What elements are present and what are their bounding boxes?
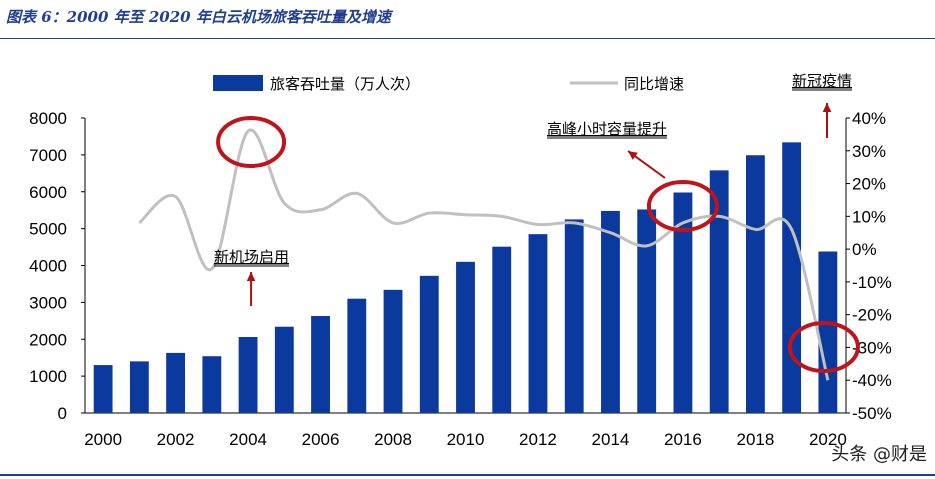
right-tick-label: 10% bbox=[852, 207, 886, 226]
x-tick-label: 2010 bbox=[447, 430, 485, 449]
bottom-rule bbox=[0, 474, 935, 476]
highlight-ellipse-2004 bbox=[216, 116, 287, 168]
bar bbox=[166, 352, 186, 413]
legend-bar-swatch bbox=[213, 75, 263, 91]
left-tick-label: 1000 bbox=[29, 367, 67, 386]
x-tick-label: 2020 bbox=[809, 430, 847, 449]
bar bbox=[601, 210, 620, 413]
legend-bar-label: 旅客吞吐量（万人次） bbox=[270, 75, 420, 93]
x-tick-label: 2016 bbox=[664, 430, 702, 449]
left-tick-label: 2000 bbox=[29, 330, 67, 349]
bar bbox=[238, 337, 258, 413]
right-tick-label: -50% bbox=[852, 404, 892, 423]
bar bbox=[129, 361, 149, 413]
bar bbox=[383, 289, 403, 413]
right-tick-label: -30% bbox=[852, 338, 892, 357]
bar bbox=[347, 298, 367, 413]
bar bbox=[709, 170, 729, 413]
right-tick-label: 0% bbox=[852, 240, 877, 259]
title-rule bbox=[0, 38, 935, 39]
bar bbox=[745, 155, 765, 413]
bar bbox=[637, 209, 657, 413]
left-tick-label: 6000 bbox=[29, 183, 67, 202]
left-tick-label: 8000 bbox=[29, 109, 67, 128]
bar bbox=[93, 365, 113, 413]
bar bbox=[673, 192, 693, 413]
bar bbox=[202, 356, 222, 413]
growth-line bbox=[138, 128, 830, 381]
right-tick-label: -20% bbox=[852, 306, 892, 325]
bar bbox=[782, 142, 802, 413]
right-tick-label: 30% bbox=[852, 142, 886, 161]
x-tick-label: 2000 bbox=[84, 430, 122, 449]
left-tick-label: 3000 bbox=[29, 293, 67, 312]
annotation-2020: 新冠疫情 bbox=[792, 72, 852, 90]
highlight-ellipse-2016 bbox=[646, 180, 719, 232]
left-tick-label: 7000 bbox=[29, 146, 67, 165]
x-tick-label: 2006 bbox=[302, 430, 340, 449]
bar bbox=[818, 251, 838, 413]
arrow-2020-head bbox=[822, 103, 832, 113]
bar bbox=[419, 275, 439, 413]
left-tick-label: 5000 bbox=[29, 220, 67, 239]
figure-title: 图表 6：2000 年至 2020 年白云机场旅客吞吐量及增速 bbox=[6, 8, 391, 26]
left-tick-label: 4000 bbox=[29, 257, 67, 276]
x-tick-label: 2002 bbox=[157, 430, 195, 449]
left-tick-label: 0 bbox=[58, 404, 67, 423]
right-tick-label: -10% bbox=[852, 273, 892, 292]
x-tick-label: 2018 bbox=[736, 430, 774, 449]
bar bbox=[274, 326, 294, 413]
watermark: 头条 @财是 bbox=[831, 444, 927, 465]
right-tick-label: 40% bbox=[852, 109, 886, 128]
right-tick-label: 20% bbox=[852, 175, 886, 194]
x-tick-label: 2014 bbox=[592, 430, 630, 449]
x-tick-label: 2004 bbox=[229, 430, 267, 449]
bar bbox=[528, 234, 548, 413]
annotation-2004: 新机场启用 bbox=[214, 248, 289, 266]
annotation-2016: 高峰小时容量提升 bbox=[547, 120, 667, 138]
x-tick-label: 2012 bbox=[519, 430, 557, 449]
arrow-2016-head bbox=[628, 151, 638, 160]
x-tick-label: 2008 bbox=[374, 430, 412, 449]
bar bbox=[311, 316, 330, 413]
legend-line-label: 同比增速 bbox=[624, 75, 684, 93]
bar bbox=[492, 246, 512, 413]
right-tick-label: -40% bbox=[852, 371, 892, 390]
bar bbox=[564, 219, 584, 413]
highlight-ellipse-2020 bbox=[787, 321, 860, 373]
arrow-2004-head bbox=[246, 272, 256, 282]
bar bbox=[456, 261, 475, 413]
